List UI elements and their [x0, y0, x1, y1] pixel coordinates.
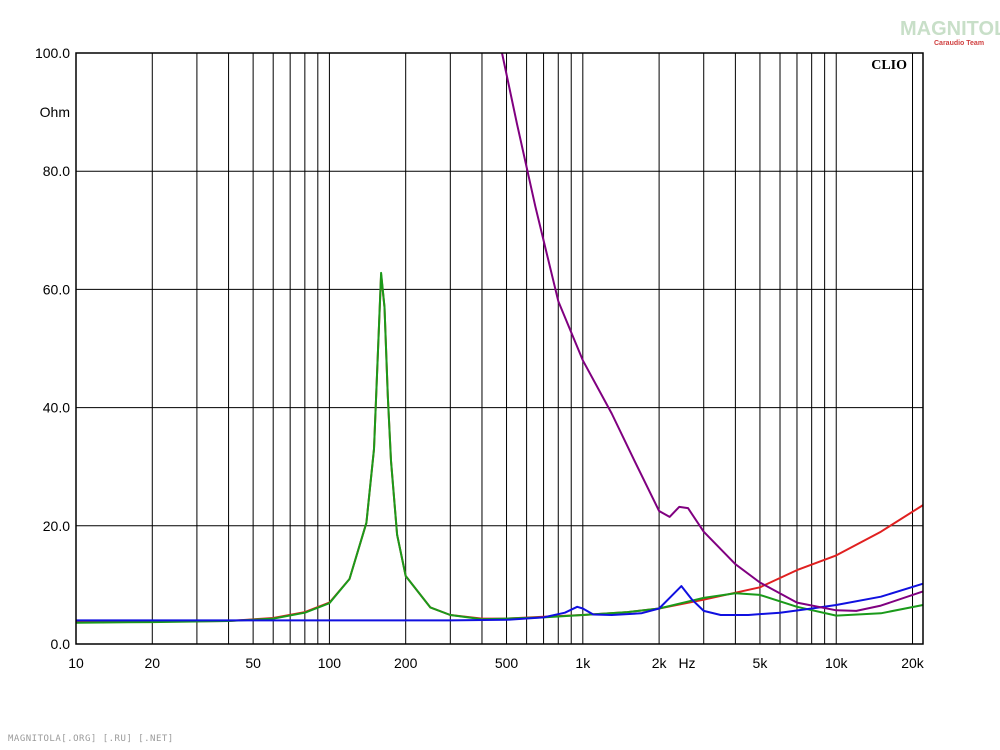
series-layer	[75, 52, 924, 624]
series-line-1	[76, 273, 924, 623]
x-tick-label: 5k	[753, 655, 769, 671]
y-tick-label: 0.0	[51, 636, 71, 652]
y-axis-ticks: 0.0 20.0 40.0 60.0 80.0 100.0	[35, 45, 70, 652]
x-tick-label: 20	[144, 655, 160, 671]
y-tick-label: 20.0	[43, 518, 70, 534]
grid	[75, 52, 923, 645]
x-tick-label: 100	[318, 655, 342, 671]
series-line-2	[75, 271, 924, 624]
x-tick-label: 500	[495, 655, 519, 671]
x-tick-label: 1k	[575, 655, 591, 671]
x-tick-label: 20k	[901, 655, 925, 671]
y-tick-label: 60.0	[43, 281, 70, 297]
y-unit-label: Ohm	[40, 104, 70, 120]
x-tick-label: 200	[394, 655, 418, 671]
x-tick-label: 2k	[652, 655, 668, 671]
plot-frame	[75, 52, 924, 645]
x-unit-label: Hz	[678, 655, 695, 671]
brand-label: CLIO	[871, 58, 907, 73]
y-tick-label: 40.0	[43, 400, 70, 416]
y-tick-label: 100.0	[35, 45, 70, 61]
x-axis-ticks: 10 20 50 100 200 500 1k 2k 5k 10k 20k	[68, 655, 925, 671]
watermark-subtitle: Caraudio Team	[934, 40, 985, 47]
x-tick-label: 10	[68, 655, 84, 671]
y-tick-label: 80.0	[43, 163, 70, 179]
x-tick-label: 50	[245, 655, 261, 671]
x-tick-label: 10k	[825, 655, 849, 671]
series-line-3	[76, 582, 924, 622]
footer-watermark: MAGNITOLA[.ORG] [.RU] [.NET]	[8, 734, 174, 744]
watermark-logo: MAGNITOLA	[900, 18, 1000, 40]
series-line-4	[501, 52, 924, 612]
